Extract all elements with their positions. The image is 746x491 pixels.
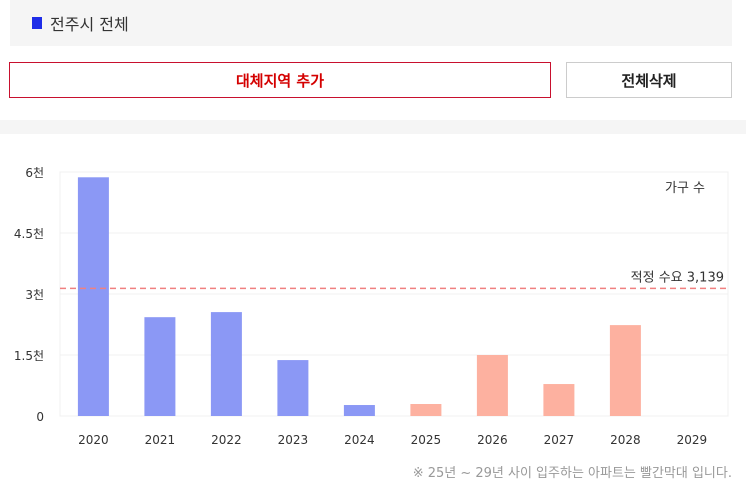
bar-2028: [609, 325, 641, 416]
x-tick-label: 2027: [544, 433, 575, 447]
x-tick-label: 2026: [477, 433, 508, 447]
y-tick-label: 1.5천: [14, 348, 44, 363]
x-tick-label: 2029: [677, 433, 708, 447]
x-tick-label: 2025: [411, 433, 442, 447]
footnote: ※ 25년 ~ 29년 사이 입주하는 아파트는 빨간막대 입니다.: [412, 466, 732, 481]
region-marker-icon: [32, 17, 42, 29]
bar-chart: 0 1.5천 3천 4.5천 6천 2020 2021 2022 2023 2024 2025 202…: [14, 165, 729, 447]
bar-2027: [543, 384, 575, 416]
bar-2024: [343, 405, 375, 416]
add-alternative-region-button[interactable]: 대체지역 추가: [9, 62, 551, 98]
bar-2023: [277, 360, 309, 416]
x-tick-label: 2028: [610, 433, 641, 447]
region-label: 전주시 전체: [50, 15, 129, 34]
x-tick-label: 2024: [344, 433, 375, 447]
region-header: 전주시 전체: [10, 0, 732, 46]
x-tick-label: 2020: [78, 433, 109, 447]
x-tick-label: 2021: [145, 433, 176, 447]
y-tick-label: 0: [36, 410, 44, 424]
x-tick-label: 2023: [278, 433, 309, 447]
bar-2026: [476, 355, 508, 416]
bar-2022: [210, 312, 242, 416]
y-tick-label: 6천: [25, 165, 44, 180]
delete-all-button[interactable]: 전체삭제: [566, 62, 732, 98]
y-tick-label: 3천: [25, 287, 44, 302]
bar-2021: [144, 317, 176, 416]
bar-2020: [77, 177, 109, 416]
legend-label: 가구 수: [665, 181, 705, 196]
x-tick-label: 2022: [211, 433, 242, 447]
reference-line-label: 적정 수요 3,139: [631, 270, 724, 285]
bar-2025: [410, 404, 442, 416]
y-tick-label: 4.5천: [14, 226, 44, 241]
divider: [0, 120, 746, 134]
